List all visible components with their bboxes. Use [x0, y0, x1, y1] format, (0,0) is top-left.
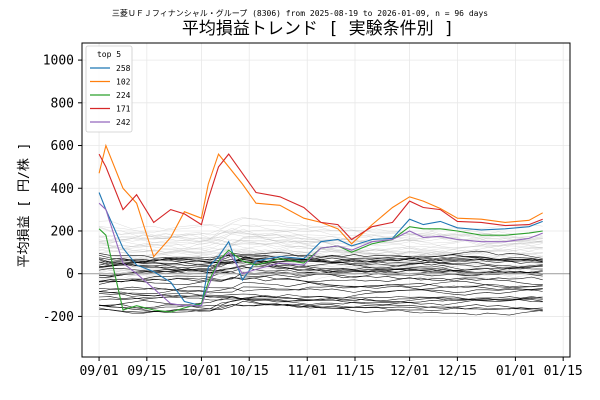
background-series-line [99, 251, 543, 270]
x-tick-label: 10/15 [230, 364, 269, 379]
legend-title: top 5 [97, 50, 121, 59]
background-series-line [99, 276, 543, 285]
background-series-line [99, 225, 543, 245]
plot-frame [81, 42, 571, 358]
x-tick-label: 11/15 [335, 364, 374, 379]
background-series-line [99, 260, 543, 276]
background-series-line [99, 304, 543, 313]
background-series-line [99, 232, 543, 245]
x-tick-label: 01/15 [544, 364, 583, 379]
background-series-line [99, 247, 543, 267]
series-line-242 [98, 202, 543, 307]
background-series-line [99, 258, 543, 273]
background-series-line [99, 232, 543, 253]
y-tick-label: 200 [51, 224, 74, 239]
x-tick-label: 01/01 [496, 364, 535, 379]
series-group [98, 143, 543, 313]
background-series-line [99, 257, 543, 268]
background-series-line [99, 258, 543, 270]
legend-label-102: 102 [116, 78, 131, 87]
chart-suptitle: 三菱ＵＦＪフィナンシャル・グループ (8306) from 2025-08-19… [112, 8, 488, 18]
background-series-line [99, 226, 543, 249]
background-series-line [99, 277, 543, 288]
y-tick-label: 400 [51, 182, 74, 197]
background-series-line [99, 254, 543, 265]
background-series-line [99, 262, 543, 274]
legend-label-258: 258 [116, 64, 131, 73]
background-series-line [99, 252, 543, 277]
background-series-line [99, 300, 543, 311]
x-axis: 09/01 09/15 10/01 10/15 11/01 11/15 12/01 12/15… [79, 357, 583, 379]
background-series-line [99, 245, 543, 258]
y-tick-label: 0 [66, 267, 74, 282]
background-series-line [99, 244, 543, 269]
grid [82, 43, 570, 357]
y-tick-label: 1000 [43, 54, 74, 69]
background-series-line [99, 223, 543, 240]
y-tick-label: -200 [43, 310, 74, 325]
background-series-group [99, 217, 543, 316]
background-series-line [99, 286, 543, 294]
background-series-line [99, 288, 543, 301]
x-tick-label: 12/15 [438, 364, 477, 379]
y-tick-label: 800 [51, 96, 74, 111]
x-tick-label: 09/01 [79, 364, 118, 379]
background-series-line [99, 233, 543, 243]
background-series-line [99, 281, 543, 295]
background-series-line [99, 217, 543, 238]
background-series-line [99, 234, 543, 249]
y-tick-label: 600 [51, 139, 74, 154]
series-line-258 [98, 192, 543, 307]
background-series-line [99, 254, 543, 265]
y-axis: -200 0 200 400 600 800 1000 [43, 54, 82, 325]
background-series-line [99, 237, 543, 257]
background-series-line [99, 295, 543, 306]
background-series-line [99, 303, 543, 313]
x-tick-label: 11/01 [288, 364, 327, 379]
legend-label-224: 224 [116, 91, 131, 100]
legend-label-242: 242 [116, 118, 131, 127]
series-line-102 [98, 143, 543, 258]
background-series-line [99, 258, 543, 274]
background-series-line [99, 217, 543, 239]
background-series-line [99, 250, 543, 263]
series-line-171 [98, 153, 543, 241]
x-tick-label: 12/01 [390, 364, 429, 379]
background-series-line [99, 282, 543, 292]
background-series-line [99, 263, 543, 277]
x-tick-label: 09/15 [127, 364, 166, 379]
background-series-line [99, 235, 543, 249]
background-series-line [99, 258, 543, 273]
legend: top 5 258 102 224 171 242 [85, 45, 133, 133]
chart-title: 平均損益トレンド [ 実験条件別 ] [182, 19, 454, 39]
legend-label-171: 171 [116, 105, 131, 114]
y-axis-label: 平均損益 [ 円/株 ] [17, 143, 32, 268]
background-series-line [99, 243, 543, 256]
series-line-224 [98, 226, 543, 313]
background-series-line [99, 298, 543, 316]
x-tick-label: 10/01 [182, 364, 221, 379]
